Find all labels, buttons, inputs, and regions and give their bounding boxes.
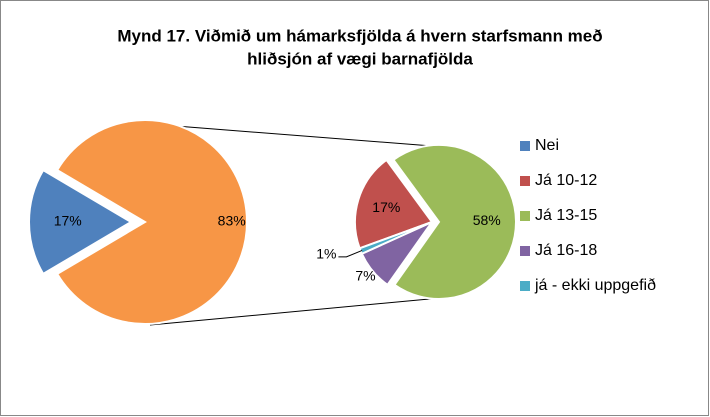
pie-slice bbox=[55, 119, 248, 325]
pie-slice bbox=[28, 168, 133, 276]
data-label: 17% bbox=[372, 199, 400, 215]
data-label: 17% bbox=[54, 213, 82, 229]
data-label: 7% bbox=[355, 268, 375, 284]
legend-swatch bbox=[520, 246, 530, 256]
data-label: 83% bbox=[218, 213, 246, 229]
connector-line bbox=[149, 123, 433, 147]
legend-swatch bbox=[520, 211, 530, 221]
chart-title: hliðsjón af vægi barnafjölda bbox=[247, 49, 473, 68]
legend-label: Já 10-12 bbox=[535, 172, 597, 189]
chart-title: Mynd 17. Viðmið um hámarksfjölda á hvern… bbox=[117, 26, 602, 45]
data-label: 1% bbox=[316, 246, 336, 262]
legend-label: Já 16-18 bbox=[535, 242, 597, 259]
pie-slice bbox=[392, 143, 517, 300]
data-label: 58% bbox=[473, 212, 501, 228]
leader-line bbox=[338, 250, 363, 258]
legend-label: Já 13-15 bbox=[535, 207, 597, 224]
pie-slice bbox=[354, 158, 434, 250]
legend-label: Nei bbox=[535, 137, 559, 154]
legend-swatch bbox=[520, 141, 530, 151]
legend-label: já - ekki uppgefið bbox=[534, 277, 656, 294]
legend-swatch bbox=[520, 281, 530, 291]
legend-swatch bbox=[520, 176, 530, 186]
connector-line bbox=[149, 297, 441, 326]
